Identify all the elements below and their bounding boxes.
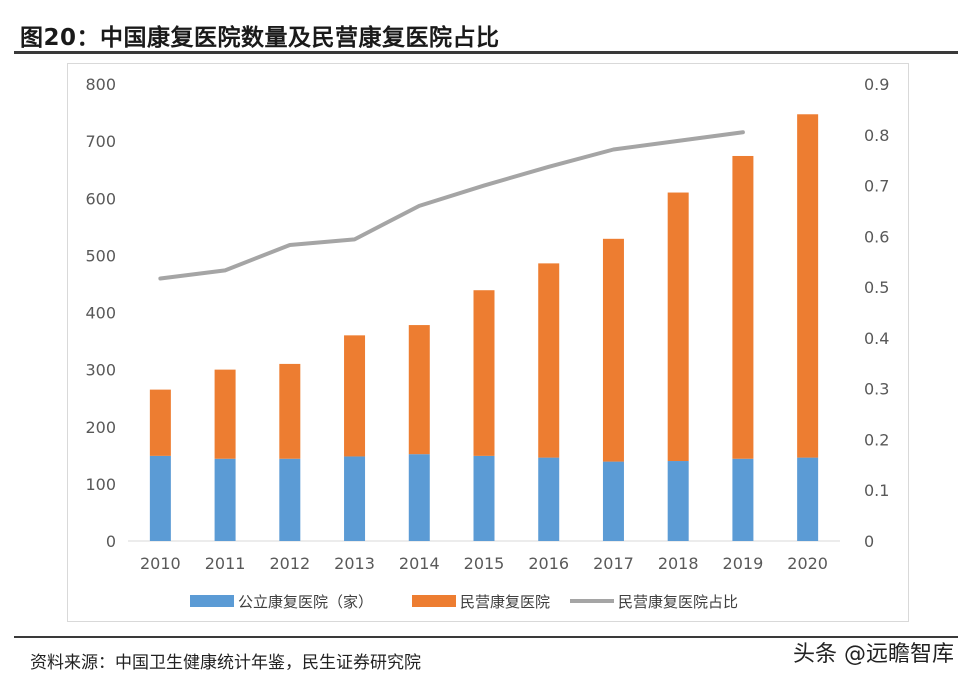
- left-tick-label: 800: [85, 75, 116, 94]
- left-tick-label: 300: [85, 361, 116, 380]
- right-tick-label: 0.2: [864, 430, 889, 449]
- title-rule: [14, 51, 958, 54]
- right-axis: 0 0.1 0.2 0.3 0.4 0.5 0.6 0.7 0.8 0.9: [864, 75, 889, 551]
- bar-private: [667, 192, 689, 462]
- bar-public: [797, 457, 819, 541]
- left-tick-label: 0: [106, 532, 116, 551]
- right-tick-label: 0: [864, 532, 874, 551]
- bar-series: [149, 114, 819, 541]
- bar-private: [279, 363, 301, 459]
- bar-private: [538, 263, 560, 458]
- bar-public: [732, 458, 754, 541]
- right-tick-label: 0.4: [864, 329, 889, 348]
- bar-private: [408, 325, 430, 455]
- x-tick-label: 2019: [723, 554, 764, 573]
- bar-public: [344, 456, 366, 541]
- right-tick-label: 0.5: [864, 278, 889, 297]
- right-tick-label: 0.3: [864, 380, 889, 399]
- x-tick-label: 2010: [140, 554, 181, 573]
- legend: 公立康复医院（家） 民营康复医院 民营康复医院占比: [190, 593, 738, 611]
- source-note: 资料来源：中国卫生健康统计年鉴，民生证券研究院: [30, 653, 421, 673]
- bar-private: [214, 369, 236, 459]
- right-tick-label: 0.7: [864, 177, 889, 196]
- watermark: 头条 @远瞻智库: [793, 642, 954, 667]
- x-tick-label: 2020: [787, 554, 828, 573]
- left-tick-label: 100: [85, 475, 116, 494]
- left-tick-label: 400: [85, 304, 116, 323]
- x-tick-label: 2014: [399, 554, 440, 573]
- left-tick-label: 600: [85, 189, 116, 208]
- left-tick-label: 700: [85, 132, 116, 151]
- bar-public: [408, 454, 430, 541]
- bar-private: [149, 389, 171, 456]
- bar-private: [732, 155, 754, 459]
- x-tick-label: 2016: [528, 554, 569, 573]
- x-axis: 2010 2011 2012 2013 2014 2015 2016 2017 2018 2019…: [140, 554, 828, 573]
- bar-public: [538, 457, 560, 541]
- right-tick-label: 0.1: [864, 481, 889, 500]
- legend-label: 民营康复医院: [460, 593, 550, 611]
- bar-public: [602, 461, 624, 541]
- x-tick-label: 2011: [205, 554, 246, 573]
- legend-label: 民营康复医院占比: [618, 593, 738, 611]
- x-tick-label: 2012: [269, 554, 310, 573]
- legend-swatch: [412, 595, 456, 607]
- bar-public: [667, 461, 689, 541]
- bar-private: [344, 335, 366, 457]
- right-tick-label: 0.6: [864, 227, 889, 246]
- right-tick-label: 0.9: [864, 75, 889, 94]
- left-axis: 0 100 200 300 400 500 600 700 800: [85, 75, 840, 551]
- bar-private: [797, 114, 819, 458]
- ratio-line: [158, 130, 745, 281]
- x-tick-label: 2018: [658, 554, 699, 573]
- chart-title: 图20：中国康复医院数量及民营康复医院占比: [20, 25, 500, 51]
- bar-public: [149, 455, 171, 541]
- x-tick-label: 2015: [464, 554, 505, 573]
- bar-private: [602, 238, 624, 462]
- left-tick-label: 500: [85, 246, 116, 265]
- footer-rule: [14, 636, 958, 638]
- bar-public: [473, 455, 495, 541]
- line-series: [158, 130, 745, 281]
- legend-swatch: [190, 595, 234, 607]
- right-tick-label: 0.8: [864, 126, 889, 145]
- bar-public: [214, 458, 236, 541]
- chart-frame: 0 100 200 300 400 500 600 700 800 0 0.1 0.2 0.3 0.4 0…: [67, 63, 909, 622]
- left-tick-label: 200: [85, 418, 116, 437]
- legend-label: 公立康复医院（家）: [238, 593, 373, 611]
- bar-private: [473, 290, 495, 456]
- x-tick-label: 2017: [593, 554, 634, 573]
- bar-public: [279, 458, 301, 541]
- x-tick-label: 2013: [334, 554, 375, 573]
